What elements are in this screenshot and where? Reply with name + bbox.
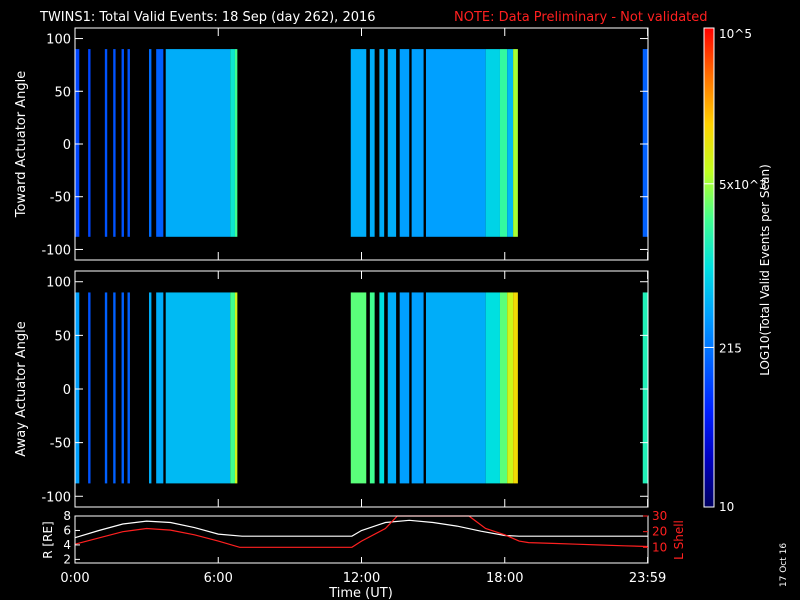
toward-segment — [88, 49, 91, 237]
toward-segment — [156, 49, 164, 237]
shells-line-plot — [74, 515, 649, 548]
away-segment — [379, 292, 385, 484]
away-ytick-label: 100 — [46, 276, 71, 291]
toward-segment — [234, 49, 238, 237]
toward-segment — [104, 49, 108, 237]
away-ytick-label: -100 — [41, 490, 71, 505]
colorbar-label: LOG10(Total Valid Events per Scan) — [758, 164, 772, 376]
toward-ytick-label: -50 — [50, 191, 71, 206]
toward-segment — [425, 49, 486, 237]
toward-segment — [387, 49, 397, 237]
footer-date: 17 Oct 16 — [779, 543, 789, 587]
x-tick-label: 18:00 — [486, 571, 523, 586]
away-segment — [149, 292, 152, 484]
toward-segment — [379, 49, 385, 237]
away-segment — [165, 292, 231, 484]
away-segment — [411, 292, 424, 484]
away-segment — [156, 292, 164, 484]
toward-segment — [350, 49, 367, 237]
away-segment — [104, 292, 108, 484]
away-segment — [113, 292, 116, 484]
toward-segment — [507, 49, 514, 237]
away-segment — [88, 292, 91, 484]
toward-heatmap — [75, 49, 648, 237]
toward-segment — [230, 49, 235, 237]
toward-segment — [113, 49, 116, 237]
away-segment — [121, 292, 124, 484]
away-ytick-label: 50 — [54, 329, 71, 344]
away-segment — [513, 292, 518, 484]
away-segment — [75, 292, 80, 484]
r-ytick-label: 2 — [63, 552, 71, 566]
away-segment — [234, 292, 238, 484]
r-ytick-label: 6 — [63, 523, 71, 537]
r-ylabel: R [RE] — [41, 521, 55, 558]
away-segment — [399, 292, 410, 484]
toward-ylabel: Toward Actuator Angle — [14, 71, 29, 218]
l-ytick-label: 30 — [652, 509, 667, 523]
toward-ytick-label: 0 — [63, 138, 71, 153]
toward-ytick-label: -100 — [41, 243, 71, 258]
away-heatmap — [75, 292, 648, 484]
away-ytick-label: 0 — [63, 383, 71, 398]
away-segment — [507, 292, 514, 484]
toward-ytick-label: 100 — [46, 33, 71, 48]
away-segment — [350, 292, 367, 484]
l-ytick-label: 10 — [652, 540, 667, 554]
toward-segment — [127, 49, 130, 237]
chart-title: TWINS1: Total Valid Events: 18 Sep (day … — [39, 10, 376, 25]
x-tick-label: 23:59 — [629, 571, 666, 586]
toward-segment — [485, 49, 500, 237]
away-ytick-label: -50 — [50, 437, 71, 452]
series-L — [74, 515, 649, 548]
preliminary-note: NOTE: Data Preliminary - Not validated — [454, 10, 708, 25]
toward-ytick-label: 50 — [54, 85, 71, 100]
away-segment — [499, 292, 508, 484]
away-segment — [387, 292, 397, 484]
away-segment — [369, 292, 375, 484]
colorbar-tick-label: 10 — [719, 500, 734, 514]
toward-segment — [411, 49, 424, 237]
colorbar-tick-label: 215 — [719, 341, 742, 355]
toward-segment — [499, 49, 508, 237]
away-segment — [485, 292, 500, 484]
toward-segment — [399, 49, 410, 237]
colorbar — [703, 27, 715, 508]
toward-segment — [165, 49, 231, 237]
lshell-ylabel: L Shell — [672, 520, 686, 560]
colorbar-tick-label: 5x10^3 — [719, 178, 767, 192]
x-tick-label: 0:00 — [60, 571, 89, 586]
r-ytick-label: 8 — [63, 509, 71, 523]
away-segment — [127, 292, 130, 484]
away-segment — [425, 292, 486, 484]
away-segment — [642, 292, 648, 484]
away-ylabel: Away Actuator Angle — [14, 321, 29, 456]
toward-segment — [369, 49, 375, 237]
x-tick-label: 12:00 — [343, 571, 380, 586]
toward-segment — [75, 49, 80, 237]
away-segment — [230, 292, 235, 484]
toward-segment — [642, 49, 648, 237]
x-axis-label: Time (UT) — [328, 586, 393, 600]
colorbar-tick-label: 10^5 — [719, 27, 752, 41]
colorbar-ticks: 10 215 5x10^3 10^5 — [704, 27, 767, 514]
toward-segment — [513, 49, 518, 237]
series-R — [74, 519, 648, 539]
toward-segment — [121, 49, 124, 237]
l-ytick-label: 20 — [652, 525, 667, 539]
r-ytick-label: 4 — [63, 538, 71, 552]
toward-segment — [149, 49, 152, 237]
x-tick-label: 6:00 — [204, 571, 233, 586]
